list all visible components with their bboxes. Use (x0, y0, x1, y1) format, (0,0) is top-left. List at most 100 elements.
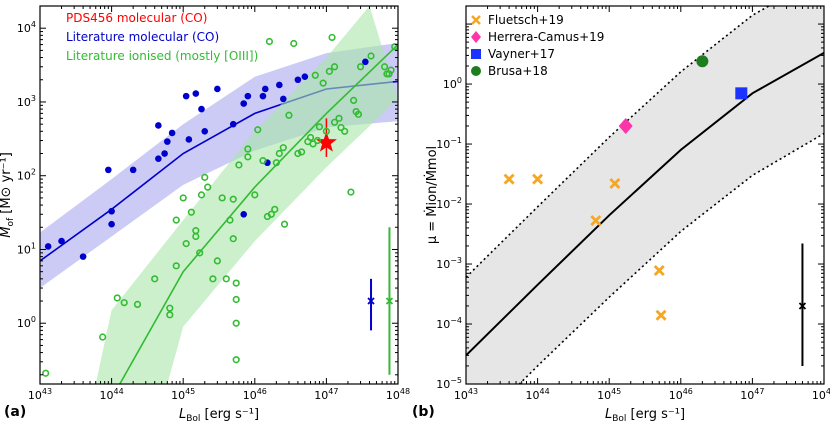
point-a-ionised-44 (290, 39, 298, 48)
fit-line-a-1 (119, 44, 398, 384)
point-a-ionised-17 (201, 173, 209, 181)
point-a-ionised-18 (204, 183, 212, 191)
y-tick-label-b-0: 10−5 (436, 376, 462, 391)
panel-label-a: (a) (4, 404, 26, 420)
point-a-ionised-7 (166, 311, 174, 319)
point-a-ionised-21 (218, 194, 226, 202)
point-a-molecular-9 (161, 150, 168, 157)
point-a-ionised-11 (182, 240, 190, 248)
point-a-molecular-19 (240, 100, 248, 107)
point-a-ionised-40 (272, 159, 280, 167)
x-tick-label-b-3: 1046 (669, 387, 693, 402)
legend-b: Fluetsch+19 Herrera-Camus+19 Vayner+17 Brus… (471, 13, 604, 78)
point-a-ionised-14 (192, 232, 200, 241)
point-a-ionised-43 (285, 111, 293, 119)
point-a-ionised-71 (387, 66, 395, 74)
point-a-ionised-50 (311, 71, 319, 79)
point-b-fluetsch-1 (532, 173, 544, 185)
y-tick-label-a-1: 101 (17, 241, 36, 256)
x-tick-label-b-0: 1043 (454, 387, 478, 402)
point-a-ionised-16 (197, 191, 206, 199)
y-tick-label-b-4: 10−1 (436, 136, 462, 151)
point-a-ionised-62 (347, 188, 355, 196)
point-a-molecular-5 (108, 220, 115, 228)
point-a-ionised-38 (267, 210, 275, 218)
point-a-ionised-23 (226, 216, 234, 224)
y-axis-label-a: Ṁof [M⊙ yr⁻¹] (0, 152, 16, 238)
point-a-ionised-66 (356, 63, 365, 71)
panel-b: 1043 1044 1045 1046 1047 1048 10−5 10−4 10−3 10−2… (424, 5, 830, 422)
point-a-molecular-4 (108, 207, 115, 215)
point-a-molecular-7 (155, 122, 162, 129)
point-a-ionised-3 (120, 299, 128, 307)
point-a-ionised-61 (341, 127, 349, 135)
legend-entry-1: Herrera-Camus+19 (488, 30, 604, 44)
point-a-ionised-5 (151, 275, 159, 283)
confidence-band-b-0 (466, 6, 824, 384)
point-a-ionised-58 (330, 63, 339, 71)
legend-entry-2: Literature ionised (mostly [OIII]) (66, 49, 258, 63)
point-b-brusa-0 (696, 55, 709, 68)
point-a-ionised-34 (254, 126, 262, 134)
point-a-ionised-48 (306, 133, 315, 142)
point-a-ionised-8 (172, 262, 180, 270)
point-a-ionised-37 (265, 37, 274, 46)
legend-marker-2 (471, 49, 481, 59)
point-a-ionised-20 (213, 257, 221, 265)
legend-a: PDS456 molecular (CO) Literature molecula… (66, 11, 258, 63)
point-a-ionised-42 (279, 144, 287, 152)
x-tick-label-a-3: 1046 (243, 387, 267, 402)
point-b-fluetsch-0 (503, 173, 515, 185)
point-a-molecular-0 (44, 243, 52, 250)
axes-frame-a (39, 5, 399, 385)
point-b-vayner-0 (735, 87, 748, 100)
point-a-ionised-9 (172, 216, 180, 224)
point-a-molecular-12 (182, 92, 190, 100)
x-tick-label-a-0: 1043 (28, 387, 52, 402)
point-a-molecular-14 (192, 90, 200, 97)
point-a-molecular-18 (229, 120, 237, 128)
legend-entry-1: Literature molecular (CO) (66, 30, 219, 44)
point-a-molecular-27 (362, 58, 369, 66)
point-a-molecular-10 (164, 138, 171, 145)
point-a-error_mol-0 (367, 297, 375, 305)
point-a-ionised-1 (99, 333, 107, 341)
point-a-ionised-54 (322, 127, 331, 135)
point-a-ionised-59 (335, 114, 343, 122)
point-a-ionised-25 (229, 195, 237, 203)
point-a-ionised-15 (196, 249, 204, 257)
point-a-ionised-2 (113, 294, 121, 302)
ticks-a (39, 5, 399, 384)
point-a-molecular-1 (58, 237, 65, 245)
point-a-ionised-0 (42, 369, 50, 377)
point-b-fluetsch-2 (590, 215, 602, 227)
x-tick-label-a-1: 1044 (100, 387, 124, 402)
x-tick-label-b-2: 1045 (597, 387, 621, 402)
point-a-ionised-26 (232, 279, 240, 287)
point-a-molecular-8 (155, 155, 162, 163)
x-tick-label-a-2: 1045 (171, 387, 195, 402)
point-a-molecular-21 (259, 92, 267, 100)
point-a-ionised-63 (350, 96, 358, 104)
point-a-ionised-12 (187, 208, 195, 216)
y-tick-label-a-0: 100 (17, 315, 36, 330)
point-a-ionised-33 (251, 191, 259, 199)
legend-entry-3: Brusa+18 (488, 64, 548, 78)
point-a-ionised-6 (166, 304, 174, 312)
x-tick-label-b-1: 1044 (526, 387, 550, 402)
point-a-molecular-6 (129, 166, 137, 174)
point-b-error-0 (798, 302, 807, 310)
point-a-ionised-56 (328, 33, 336, 42)
point-b-fluetsch-3 (609, 177, 621, 189)
point-a-pds456-0 (315, 131, 337, 152)
plot-area-a (40, 6, 398, 384)
point-a-molecular-3 (105, 166, 112, 174)
fit-line-b-0 (466, 52, 824, 357)
legend-marker-3 (471, 66, 481, 76)
y-axis-label-b: μ = Ṁion/Ṁmol (424, 146, 440, 244)
point-b-fluetsch-4 (653, 265, 665, 276)
point-a-ionised-52 (315, 123, 324, 131)
point-a-ionised-28 (232, 319, 240, 327)
point-a-ionised-57 (330, 118, 339, 126)
legend-marker-1 (471, 31, 481, 43)
